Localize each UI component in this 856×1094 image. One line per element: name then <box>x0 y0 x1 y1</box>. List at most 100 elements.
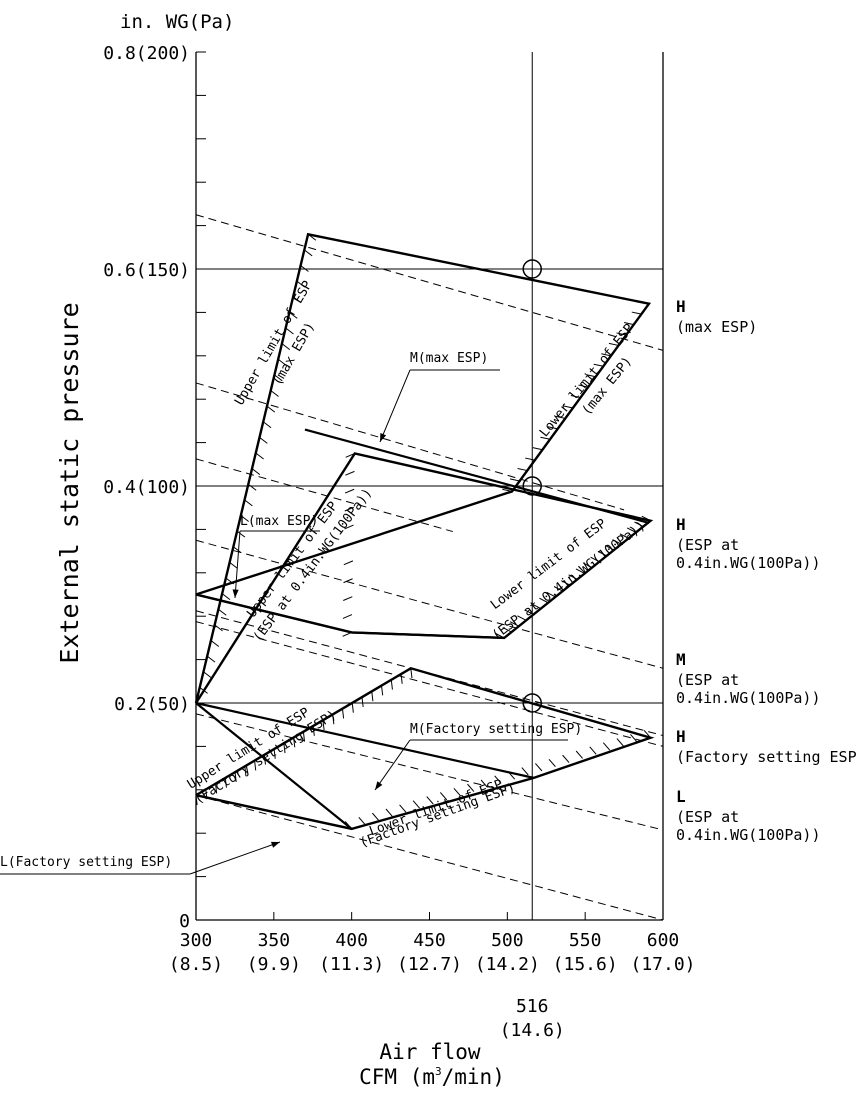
right-label-line: 0.4in.WG(100Pa)) <box>676 689 821 707</box>
hatch-tick <box>578 384 589 388</box>
callout-label: L(max ESP) <box>240 514 318 529</box>
hatch-tick <box>616 738 624 747</box>
hatch-tick <box>206 655 216 663</box>
y-tick-label: 0.6(150) <box>103 260 190 281</box>
fan-curve-line <box>195 539 664 669</box>
hatch-tick <box>561 580 571 586</box>
hatch-tick <box>502 627 512 633</box>
right-label-line: 0.4in.WG(100Pa)) <box>676 826 821 844</box>
hatch-tick <box>643 729 651 739</box>
hatch-tick <box>630 734 638 743</box>
hatch-tick <box>293 737 296 748</box>
hatch-tick <box>590 556 600 563</box>
hatch-tick <box>546 591 556 598</box>
right-label-head: M <box>676 650 686 669</box>
hatch-tick <box>345 452 355 458</box>
x-tick-label: 450 <box>413 930 446 951</box>
hatch-tick <box>517 468 528 472</box>
hatch-tick <box>343 542 354 548</box>
callout-label: M(max ESP) <box>410 351 488 366</box>
hatch-tick <box>532 447 543 451</box>
hatch-tick <box>233 546 242 554</box>
hatch-tick <box>270 390 279 397</box>
x-tick-sublabel: (14.2) <box>475 954 540 975</box>
hatch-tick <box>218 608 227 616</box>
right-label-line: 0.4in.WG(100Pa)) <box>676 554 821 572</box>
x-axis-title-line2: CFM (m3/min) <box>359 1065 505 1089</box>
area-inner-edge <box>195 702 353 830</box>
rated-point-marker <box>522 259 542 279</box>
hatch-tick <box>254 760 257 771</box>
callout-arrowhead <box>380 433 387 442</box>
hatch-tick <box>583 562 593 569</box>
hatch-tick <box>507 771 516 780</box>
hatch-tick <box>344 821 353 830</box>
fan-curve-line <box>195 214 664 351</box>
hatch-tick <box>236 530 246 538</box>
hatch-tick <box>412 800 420 809</box>
hatch-tick <box>562 754 570 763</box>
reference-x-sublabel: (14.6) <box>500 1020 565 1041</box>
hatch-tick <box>608 342 619 346</box>
hatch-tick <box>343 596 353 601</box>
x-tick-label: 300 <box>180 930 213 951</box>
fan-curve-line <box>195 458 453 533</box>
limit-annotation: Lower limit of ESP <box>537 321 637 440</box>
hatch-tick <box>453 787 461 797</box>
right-label-head: H <box>676 515 686 534</box>
hatch-tick <box>214 624 223 632</box>
hatch-tick <box>221 593 231 601</box>
fan-curve-line <box>195 713 664 831</box>
x-tick-label: 550 <box>569 930 602 951</box>
x-tick-label: 350 <box>258 930 291 951</box>
right-label-head: L <box>676 787 686 806</box>
hatch-tick <box>307 233 317 241</box>
fan-curve-line <box>195 621 664 747</box>
y-tick-label: 0.2(50) <box>114 694 190 715</box>
area-inner-edge <box>304 428 650 524</box>
annotations: Upper limit of ESP(max ESP) Lower limit o… <box>0 278 856 875</box>
hatch-tick <box>345 470 355 476</box>
hatch-tick <box>203 671 212 679</box>
y-tick-label: 0.4(100) <box>103 477 190 498</box>
hatch-tick <box>304 249 313 257</box>
hatch-tick <box>262 421 272 429</box>
hatch-tick <box>281 343 291 351</box>
hatch-tick <box>343 578 353 584</box>
hatch-tick <box>195 702 205 710</box>
hatch-tick <box>244 766 247 777</box>
hatch-tick <box>495 632 505 639</box>
y-tick-label: 0.8(200) <box>103 43 190 64</box>
hatch-tick <box>251 468 261 476</box>
area-inner-edge <box>351 631 505 639</box>
hatch-tick <box>494 775 502 784</box>
hatch-tick <box>535 763 543 772</box>
hatch-tick <box>361 697 364 707</box>
hatch-tick <box>344 524 354 530</box>
hatch-tick <box>531 603 542 610</box>
hatch-tick <box>390 679 393 690</box>
right-label-head: H <box>676 297 686 316</box>
hatch-tick <box>259 436 268 444</box>
callout-leader <box>234 530 241 599</box>
hatch-tick <box>371 691 374 702</box>
hatch-tick <box>548 758 556 768</box>
hatch-tick <box>553 586 563 592</box>
hatch-tick <box>289 312 298 319</box>
x-tick-label: 400 <box>335 930 368 951</box>
hatch-tick <box>626 527 637 533</box>
hatch-tick <box>342 614 353 619</box>
hatch-tick <box>296 280 305 288</box>
x-tick-sublabel: (12.7) <box>397 954 462 975</box>
hatch-tick <box>521 767 529 776</box>
right-label-line: (ESP at <box>676 671 739 689</box>
hatch-tick <box>344 488 355 494</box>
hatch-tick <box>616 332 627 336</box>
right-label-line: (Factory setting ESP) <box>676 748 856 766</box>
hatch-tick <box>248 483 257 491</box>
x-tick-sublabel: (17.0) <box>630 954 695 975</box>
hatch-tick <box>426 796 434 805</box>
axis-ticks: 0 0.2(50) 0.4(100) 0.6(150) 0.8(200) 300 (8.5)… <box>103 43 695 1041</box>
limit-hatching <box>195 233 651 830</box>
x-axis-title-prefix: CFM (m <box>359 1065 435 1089</box>
